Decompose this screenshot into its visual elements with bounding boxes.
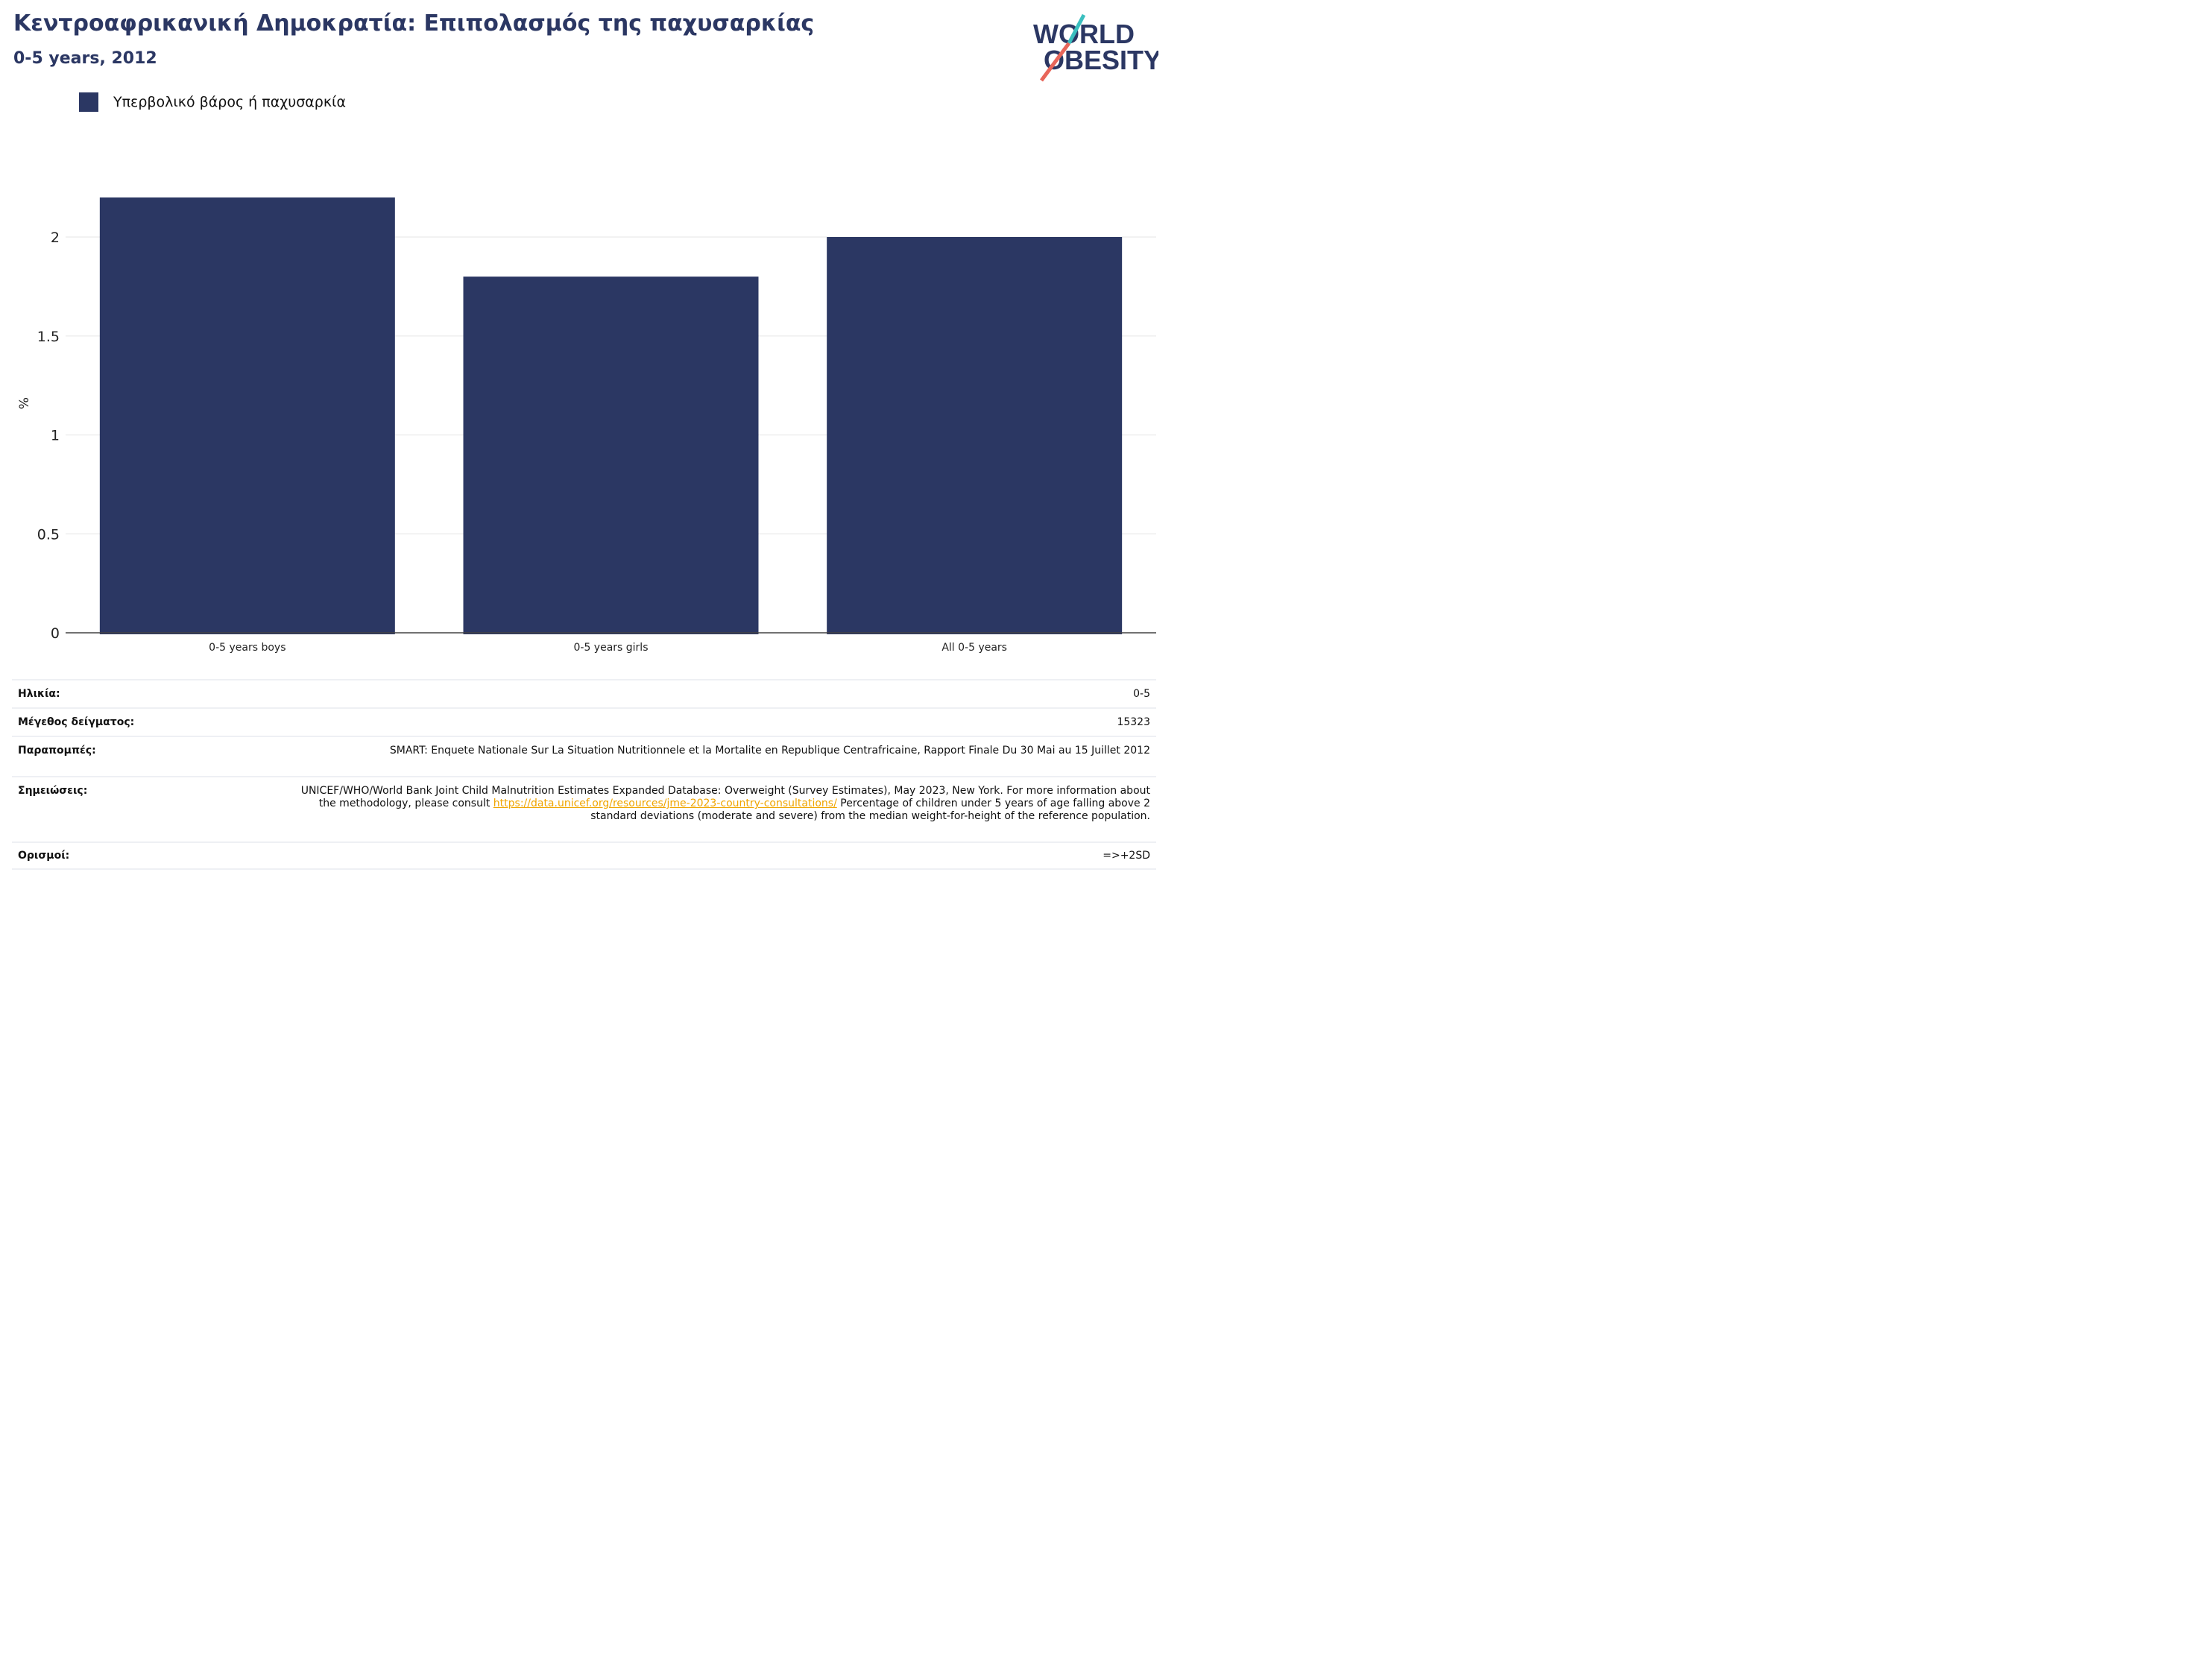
- notes-text-before: UNICEF/WHO/World Bank Joint Child Malnut…: [300, 785, 1150, 809]
- notes-value: UNICEF/WHO/World Bank Joint Child Malnut…: [300, 785, 1150, 841]
- info-row-references: Παραπομπές: SMART: Enquete Nationale Sur…: [12, 736, 1156, 776]
- chart-subtitle: 0-5 years, 2012: [13, 49, 157, 68]
- chart-title: Κεντροαφρικανική Δημοκρατία: Επιπολασμός…: [13, 10, 815, 37]
- references-label: Παραπομπές:: [18, 745, 96, 757]
- definitions-value: =>+2SD: [1102, 849, 1150, 862]
- info-row-notes: Σημειώσεις: UNICEF/WHO/World Bank Joint …: [12, 776, 1156, 841]
- bar: [463, 277, 759, 634]
- y-tick-label: 1: [51, 428, 60, 444]
- x-tick-label: 0-5 years girls: [573, 642, 648, 654]
- bar-chart: 0 0.5 1 1.5 2% 0-5 years boys 0-5 years girls A…: [17, 197, 1156, 654]
- legend-swatch: [79, 92, 98, 112]
- methodology-link[interactable]: https://data.unicef.org/resources/jme-20…: [493, 798, 837, 809]
- bar: [827, 237, 1123, 634]
- references-value: SMART: Enquete Nationale Sur La Situatio…: [389, 745, 1150, 757]
- legend: Υπερβολικό βάρος ή παχυσαρκία: [79, 91, 346, 113]
- info-row-sample: Μέγεθος δείγματος: 15323: [12, 707, 1156, 736]
- definitions-label: Ορισμοί:: [18, 850, 70, 862]
- bar: [99, 197, 395, 634]
- info-row-definitions: Ορισμοί: =>+2SD: [12, 841, 1156, 870]
- y-tick-label: 0.5: [37, 526, 60, 543]
- logo-line1: WORLD: [1033, 19, 1135, 49]
- y-axis-label: %: [17, 397, 32, 409]
- x-tick-label: 0-5 years boys: [209, 642, 286, 654]
- y-tick-label: 1.5: [37, 329, 60, 345]
- age-label: Ηλικία:: [18, 688, 60, 700]
- sample-value: 15323: [1117, 716, 1150, 728]
- age-value: 0-5: [1133, 687, 1150, 700]
- legend-label: Υπερβολικό βάρος ή παχυσαρκία: [113, 94, 346, 110]
- y-tick-label: 2: [51, 230, 60, 246]
- sample-label: Μέγεθος δείγματος:: [18, 716, 135, 728]
- info-table: Ηλικία: 0-5 Μέγεθος δείγματος: 15323 Παρ…: [12, 679, 1156, 870]
- y-tick-label: 0: [51, 625, 60, 642]
- world-obesity-logo: WORLD OBESITY: [1033, 13, 1158, 82]
- info-row-age: Ηλικία: 0-5: [12, 679, 1156, 707]
- x-tick-label: All 0-5 years: [941, 642, 1007, 654]
- notes-label: Σημειώσεις:: [18, 785, 88, 797]
- notes-text-after: Percentage of children under 5 years of …: [590, 798, 1150, 822]
